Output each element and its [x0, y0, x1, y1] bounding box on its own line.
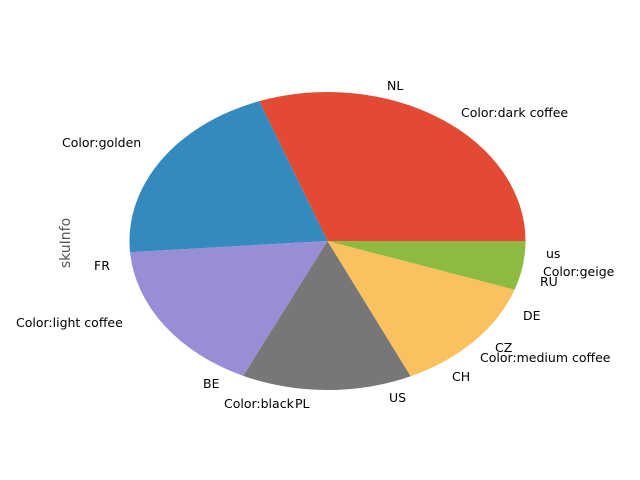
- label-nl: NL: [387, 78, 403, 93]
- label-ru: RU: [540, 274, 558, 289]
- slice-labels: NL Color:dark coffee Color:golden FR Col…: [16, 78, 615, 411]
- pie-slice-color-geige: [327, 241, 526, 290]
- label-color-golden: Color:golden: [62, 135, 141, 150]
- label-pl: PL: [295, 396, 310, 411]
- label-ch: CH: [452, 369, 470, 384]
- pie-slice-color-medium-coffee: [327, 241, 515, 377]
- pie-slice-color-light-coffee: [130, 241, 328, 376]
- label-color-black: Color:black: [224, 396, 295, 411]
- label-de: DE: [523, 308, 541, 323]
- pie-slices: [129, 92, 526, 391]
- y-axis-label: skuInfo: [58, 218, 74, 268]
- label-color-medium-coffee: Color:medium coffee: [480, 350, 611, 365]
- label-color-geige: Color:geige: [543, 264, 615, 279]
- label-us-lower: us: [546, 246, 560, 261]
- pie-slice-color-black: [243, 241, 411, 391]
- label-fr: FR: [94, 258, 110, 273]
- label-cz: CZ: [495, 340, 512, 355]
- label-be: BE: [203, 376, 220, 391]
- label-color-dark-coffee: Color:dark coffee: [461, 105, 568, 120]
- pie-slice-color-golden: [129, 101, 328, 253]
- label-color-light-coffee: Color:light coffee: [16, 315, 123, 330]
- pie-slice-color-dark-coffee: [259, 92, 526, 241]
- label-us: US: [389, 390, 406, 405]
